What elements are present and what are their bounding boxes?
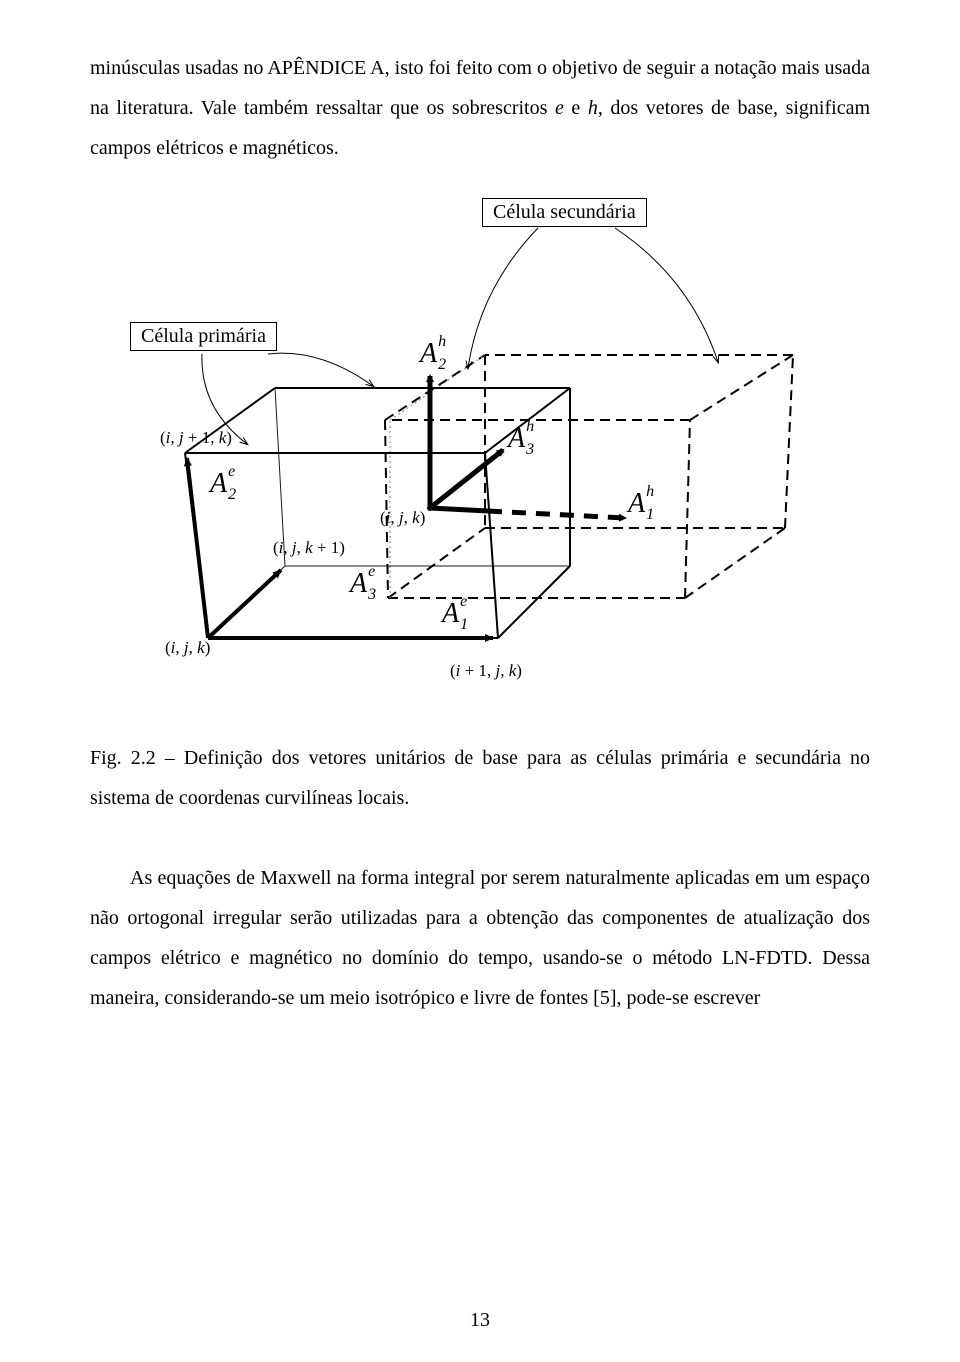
coord-i1jk: (i + 1, j, k): [450, 661, 522, 681]
label-a1e: A1e: [442, 598, 477, 634]
center-point: [427, 505, 433, 511]
label-a3h: A3h: [508, 423, 544, 459]
diagram-svg: [90, 198, 870, 708]
paragraph-1: minúsculas usadas no APÊNDICE A, isto fo…: [90, 48, 870, 168]
para1-h: h: [588, 97, 598, 119]
pointer-arrows: [202, 228, 718, 444]
label-a1h: A1h: [628, 488, 664, 524]
label-a2h: A2h: [420, 338, 456, 374]
secondary-cube: [385, 355, 793, 598]
coord-ijk-center: (i, j, k): [380, 508, 425, 528]
figure-2-2: Célula secundária Célula primária: [90, 198, 870, 708]
coord-ijk1: (i, j, k + 1): [273, 538, 345, 558]
figure-caption: Fig. 2.2 – Definição dos vetores unitári…: [90, 738, 870, 818]
label-a3e: A3e: [350, 568, 385, 604]
para1-e: e: [555, 97, 564, 119]
coord-ij1k: (i, j + 1, k): [160, 428, 232, 448]
para1-mid: e: [564, 97, 588, 119]
page-number: 13: [0, 1309, 960, 1332]
label-a2e: A2e: [210, 468, 245, 504]
coord-ijk-origin: (i, j, k): [165, 638, 210, 658]
paragraph-2: As equações de Maxwell na forma integral…: [90, 858, 870, 1018]
